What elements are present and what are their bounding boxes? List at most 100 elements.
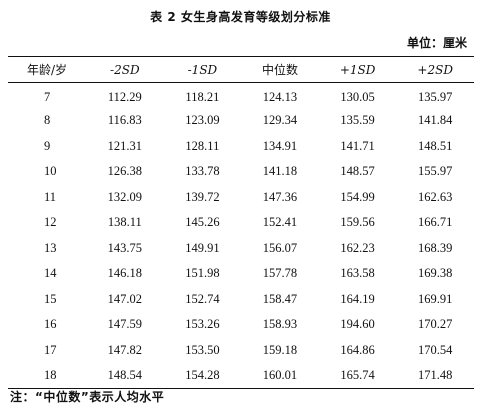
header-minus-2sd: -2SD: [86, 57, 164, 83]
cell-age: 8: [44, 113, 51, 128]
header-minus-2sd-text: -2SD: [110, 62, 140, 77]
cell-value: 141.71: [340, 138, 375, 153]
cell-value: 169.38: [418, 266, 453, 281]
cell-age: 9: [44, 138, 51, 153]
cell-value: 159.18: [262, 342, 298, 357]
cell-value: 121.31: [107, 138, 142, 153]
cell-age: 14: [44, 266, 57, 281]
cell-value: 145.26: [185, 215, 220, 230]
table-body: 7 112.29 118.21 124.13 130.05 135.97 8 1…: [8, 83, 474, 389]
table-row: 7 112.29 118.21 124.13 130.05 135.97: [8, 83, 474, 109]
cell-value: 139.72: [185, 189, 220, 204]
cell-value: 129.34: [262, 113, 298, 128]
cell-value: 149.91: [185, 240, 220, 255]
table-row: 14 146.18 151.98 157.78 163.58 169.38: [8, 261, 474, 287]
cell-value: 133.78: [185, 164, 220, 179]
cell-value: 162.63: [418, 189, 453, 204]
cell-value: 141.18: [262, 164, 298, 179]
cell-value: 165.74: [340, 368, 375, 382]
cell-value: 157.78: [262, 266, 298, 281]
cell-value: 128.11: [185, 138, 220, 153]
cell-age: 18: [44, 368, 57, 382]
cell-age: 7: [44, 90, 51, 104]
header-minus-1sd: -1SD: [164, 57, 242, 83]
table-row: 9 121.31 128.11 134.91 141.71 148.51: [8, 134, 474, 160]
cell-value: 154.28: [185, 368, 220, 382]
cell-value: 164.19: [340, 291, 375, 306]
cell-age: 12: [44, 215, 57, 230]
table-row: 15 147.02 152.74 158.47 164.19 169.91: [8, 287, 474, 313]
cell-value: 152.41: [262, 215, 298, 230]
cell-value: 169.91: [418, 291, 453, 306]
cell-age: 15: [44, 291, 57, 306]
cell-value: 168.39: [418, 240, 453, 255]
table-row: 18 148.54 154.28 160.01 165.74 171.48: [8, 363, 474, 389]
cell-value: 130.05: [340, 90, 375, 104]
header-plus-2sd-text: +2SD: [417, 62, 453, 77]
header-median: 中位数: [261, 63, 298, 77]
cell-value: 124.13: [262, 90, 298, 104]
cell-value: 135.59: [340, 113, 375, 128]
cell-value: 116.83: [107, 113, 142, 128]
cell-value: 147.36: [262, 189, 298, 204]
cell-age: 10: [44, 164, 57, 179]
table-row: 10 126.38 133.78 141.18 148.57 155.97: [8, 159, 474, 185]
header-age: 年龄/岁: [26, 63, 68, 77]
cell-value: 153.26: [185, 317, 220, 332]
cell-value: 162.23: [340, 240, 375, 255]
cell-value: 141.84: [418, 113, 453, 128]
cell-value: 171.48: [418, 368, 453, 382]
header-row: 年龄/岁 -2SD -1SD 中位数 +1SD +2SD: [8, 56, 474, 83]
header-plus-1sd: +1SD: [319, 57, 397, 83]
cell-value: 118.21: [185, 90, 220, 104]
cell-value: 148.51: [418, 138, 453, 153]
cell-value: 138.11: [107, 215, 142, 230]
cell-value: 126.38: [107, 164, 142, 179]
cell-value: 123.09: [185, 113, 220, 128]
table-row: 13 143.75 149.91 156.07 162.23 168.39: [8, 236, 474, 262]
cell-value: 160.01: [262, 368, 298, 382]
cell-value: 170.27: [418, 317, 453, 332]
cell-value: 159.56: [340, 215, 375, 230]
header-plus-1sd-text: +1SD: [339, 62, 376, 77]
header-minus-1sd-text: -1SD: [187, 62, 218, 77]
footnote: 注：“中位数”表示人均水平: [10, 390, 165, 404]
cell-age: 13: [44, 240, 57, 255]
cell-age: 11: [44, 189, 57, 204]
height-standard-table: 年龄/岁 -2SD -1SD 中位数 +1SD +2SD 7 112.29 11…: [8, 56, 474, 389]
unit-label: 单位：厘米: [406, 36, 467, 50]
table-row: 8 116.83 123.09 129.34 135.59 141.84: [8, 108, 474, 134]
cell-value: 132.09: [107, 189, 142, 204]
cell-age: 17: [44, 342, 57, 357]
cell-value: 112.29: [107, 90, 142, 104]
table-row: 16 147.59 153.26 158.93 194.60 170.27: [8, 312, 474, 338]
cell-value: 143.75: [107, 240, 142, 255]
table-row: 17 147.82 153.50 159.18 164.86 170.54: [8, 338, 474, 364]
cell-value: 158.47: [262, 291, 298, 306]
cell-value: 163.58: [340, 266, 375, 281]
cell-value: 158.93: [262, 317, 298, 332]
cell-value: 148.57: [340, 164, 375, 179]
cell-value: 166.71: [418, 215, 453, 230]
cell-value: 151.98: [185, 266, 220, 281]
cell-value: 135.97: [418, 90, 453, 104]
cell-age: 16: [44, 317, 57, 332]
cell-value: 147.82: [107, 342, 142, 357]
table-row: 11 132.09 139.72 147.36 154.99 162.63: [8, 185, 474, 211]
cell-value: 164.86: [340, 342, 375, 357]
cell-value: 147.02: [107, 291, 142, 306]
header-plus-2sd: +2SD: [396, 57, 474, 83]
cell-value: 148.54: [107, 368, 142, 382]
cell-value: 170.54: [418, 342, 453, 357]
cell-value: 153.50: [185, 342, 220, 357]
cell-value: 155.97: [418, 164, 453, 179]
cell-value: 147.59: [107, 317, 142, 332]
cell-value: 146.18: [107, 266, 142, 281]
table-row: 12 138.11 145.26 152.41 159.56 166.71: [8, 210, 474, 236]
cell-value: 156.07: [262, 240, 298, 255]
table-title: 表 2 女生身高发育等级划分标准: [150, 10, 331, 24]
cell-value: 152.74: [185, 291, 220, 306]
cell-value: 194.60: [340, 317, 375, 332]
cell-value: 134.91: [262, 138, 298, 153]
